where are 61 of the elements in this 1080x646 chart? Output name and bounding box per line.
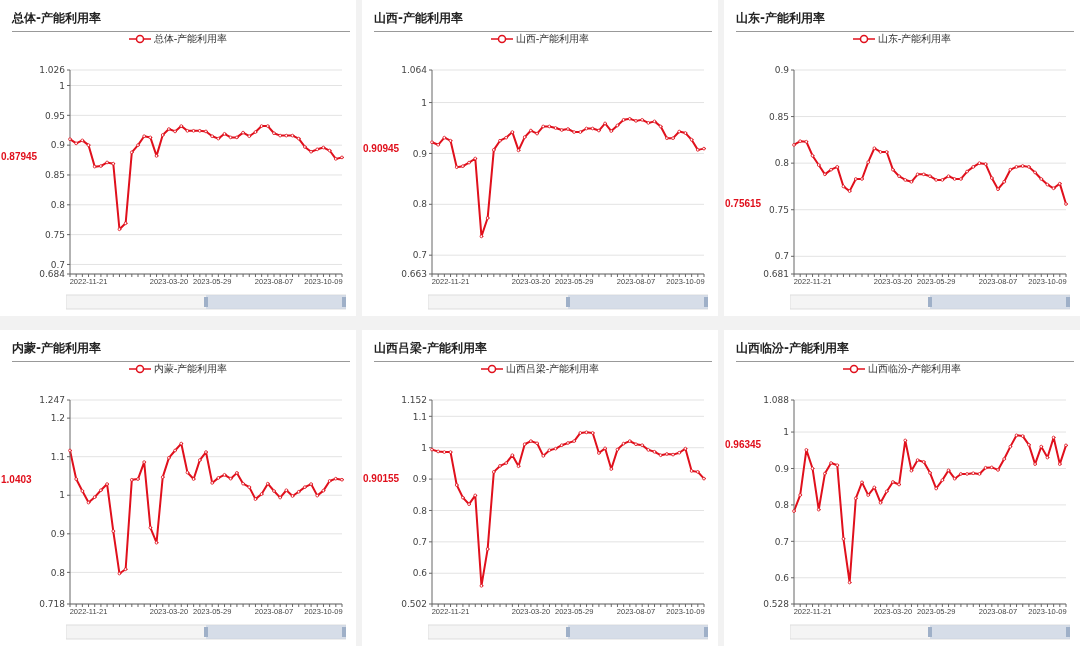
- y-tick-label: 0.8: [412, 505, 428, 516]
- y-tick-label: 1.1: [412, 411, 427, 422]
- y-tick-label: 0.8: [774, 500, 790, 511]
- y-tick-label: 1.247: [39, 395, 65, 406]
- y-tick-label: 0.6: [774, 572, 790, 583]
- y-tick-label: 1.2: [50, 413, 65, 424]
- text: 0.90155: [363, 471, 400, 485]
- y-tick-label: 1.1: [50, 451, 65, 462]
- y-tick-label: 0.8: [50, 200, 66, 210]
- y-tick-label: 0.75: [768, 204, 789, 215]
- y-tick-label: 0.9: [774, 65, 790, 76]
- chart-title: 山西吕梁-产能利用率: [374, 341, 487, 355]
- text: 0.87945: [1, 150, 38, 164]
- chart-title: 山西-产能利用率: [374, 11, 463, 25]
- y-tick-label: 0.9: [50, 140, 66, 151]
- legend-label: 总体-产能利用率: [153, 32, 228, 46]
- y-tick-label: 0.95: [44, 110, 65, 121]
- y-tick-label: 1.152: [401, 395, 427, 406]
- y-tick-label: 1.026: [39, 65, 66, 76]
- y-tick-label: 0.718: [39, 599, 66, 610]
- y-tick-label: 0.7: [774, 251, 789, 262]
- y-tick-label: 0.663: [401, 269, 427, 280]
- chart-title: 山东-产能利用率: [736, 11, 825, 25]
- chart-title: 内蒙-产能利用率: [12, 341, 101, 355]
- text: 0.75615: [725, 197, 762, 210]
- legend-label: 山西-产能利用率: [515, 32, 590, 46]
- y-tick-label: 0.7: [774, 536, 789, 547]
- y-tick-label: 1: [59, 490, 65, 501]
- y-tick-label: 1.088: [763, 395, 790, 406]
- y-tick-label: 0.9: [412, 474, 428, 485]
- y-tick-label: 0.85: [768, 111, 789, 122]
- text: 0.90945: [363, 141, 400, 155]
- y-tick-label: 0.7: [412, 250, 427, 261]
- y-tick-label: 0.8: [50, 567, 66, 578]
- y-tick-label: 0.528: [763, 599, 790, 610]
- legend-label: 山西吕梁-产能利用率: [505, 362, 600, 376]
- y-tick-label: 1: [421, 97, 427, 108]
- y-tick-label: 0.8: [412, 199, 428, 210]
- text: 0.96345: [725, 438, 762, 452]
- legend-label: 山西临汾-产能利用率: [867, 362, 962, 376]
- y-tick-label: 0.681: [763, 269, 789, 280]
- y-tick-label: 0.7: [50, 259, 65, 270]
- text: 1.0403: [1, 472, 32, 486]
- y-tick-label: 0.85: [44, 170, 65, 181]
- y-tick-label: 0.9: [50, 529, 66, 540]
- y-tick-label: 0.9: [774, 463, 790, 474]
- y-tick-label: 0.8: [774, 158, 790, 169]
- y-tick-label: 1: [783, 427, 789, 438]
- legend-label: 内蒙-产能利用率: [153, 362, 228, 376]
- y-tick-label: 0.6: [412, 568, 428, 579]
- y-tick-label: 0.502: [401, 599, 427, 610]
- y-tick-label: 0.9: [412, 148, 428, 159]
- y-tick-label: 1: [59, 80, 65, 91]
- y-tick-label: 0.75: [44, 229, 65, 240]
- y-tick-label: 0.684: [39, 269, 66, 280]
- y-tick-label: 1.064: [401, 65, 428, 76]
- chart-title: 总体-产能利用率: [12, 11, 101, 25]
- y-tick-label: 1: [421, 442, 427, 453]
- legend-label: 山东-产能利用率: [877, 32, 952, 46]
- y-tick-label: 0.7: [412, 537, 427, 548]
- chart-title: 山西临汾-产能利用率: [736, 341, 849, 355]
